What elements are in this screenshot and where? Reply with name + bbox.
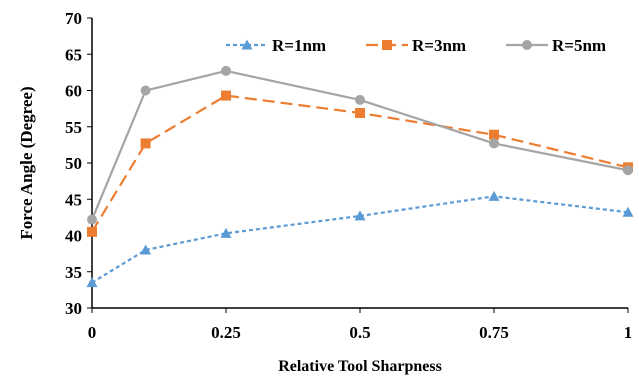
legend-swatch-marker bbox=[241, 39, 253, 50]
data-point-r-3nm bbox=[87, 226, 97, 237]
data-point-r-1nm bbox=[140, 244, 152, 255]
data-point-r-5nm bbox=[355, 94, 365, 105]
y-tick-label: 50 bbox=[65, 154, 82, 173]
plot-area bbox=[92, 18, 628, 308]
y-tick-label: 40 bbox=[65, 227, 82, 246]
x-tick-label: 0.5 bbox=[349, 323, 370, 342]
x-axis-label: Relative Tool Sharpness bbox=[278, 358, 442, 375]
legend-entry-r-5nm: R=5nm bbox=[506, 36, 606, 55]
y-tick-label: 30 bbox=[65, 299, 82, 318]
data-point-r-1nm bbox=[220, 227, 232, 238]
series-r-1nm bbox=[86, 190, 634, 288]
x-tick-label: 1 bbox=[624, 323, 633, 342]
data-point-r-1nm bbox=[622, 206, 634, 217]
data-point-r-5nm bbox=[87, 214, 97, 225]
y-tick-label: 35 bbox=[65, 263, 82, 282]
legend-entry-r-1nm: R=1nm bbox=[226, 36, 326, 55]
y-tick-label: 45 bbox=[65, 190, 82, 209]
data-point-r-3nm bbox=[355, 107, 365, 118]
data-point-r-1nm bbox=[86, 277, 98, 288]
data-point-r-5nm bbox=[221, 65, 231, 76]
x-tick-label: 0 bbox=[88, 323, 97, 342]
series-layer bbox=[86, 65, 634, 288]
legend-label: R=1nm bbox=[272, 36, 326, 55]
data-point-r-5nm bbox=[489, 138, 499, 149]
series-r-5nm bbox=[87, 65, 633, 225]
data-point-r-3nm bbox=[489, 129, 499, 140]
data-point-r-3nm bbox=[221, 90, 231, 101]
legend-label: R=3nm bbox=[412, 36, 466, 55]
y-axis-ticks: 30 35 40 45 50 55 60 65 70 bbox=[65, 9, 92, 318]
data-point-r-5nm bbox=[140, 85, 151, 96]
y-tick-label: 70 bbox=[65, 9, 82, 28]
y-tick-label: 65 bbox=[65, 45, 82, 64]
data-point-r-3nm bbox=[140, 138, 151, 149]
legend-swatch-marker bbox=[382, 40, 392, 50]
legend-label: R=5nm bbox=[552, 36, 606, 55]
data-point-r-1nm bbox=[488, 190, 500, 201]
series-line-r-3nm bbox=[91, 94, 629, 233]
series-line-r-5nm bbox=[90, 69, 629, 220]
y-tick-label: 55 bbox=[65, 118, 82, 137]
y-axis-label: Force Angle (Degree) bbox=[17, 86, 36, 239]
legend-swatch-marker bbox=[522, 40, 532, 50]
legend: R=1nm R=3nm R=5nm bbox=[226, 36, 606, 55]
x-tick-label: 0.75 bbox=[479, 323, 509, 342]
x-axis-ticks: 0 0.25 0.5 0.75 1 bbox=[88, 308, 633, 342]
x-tick-label: 0.25 bbox=[211, 323, 241, 342]
data-point-r-5nm bbox=[623, 165, 633, 176]
y-tick-label: 60 bbox=[65, 82, 82, 101]
series-line-r-1nm bbox=[91, 195, 629, 284]
legend-entry-r-3nm: R=3nm bbox=[366, 36, 466, 55]
data-point-r-1nm bbox=[354, 210, 366, 221]
